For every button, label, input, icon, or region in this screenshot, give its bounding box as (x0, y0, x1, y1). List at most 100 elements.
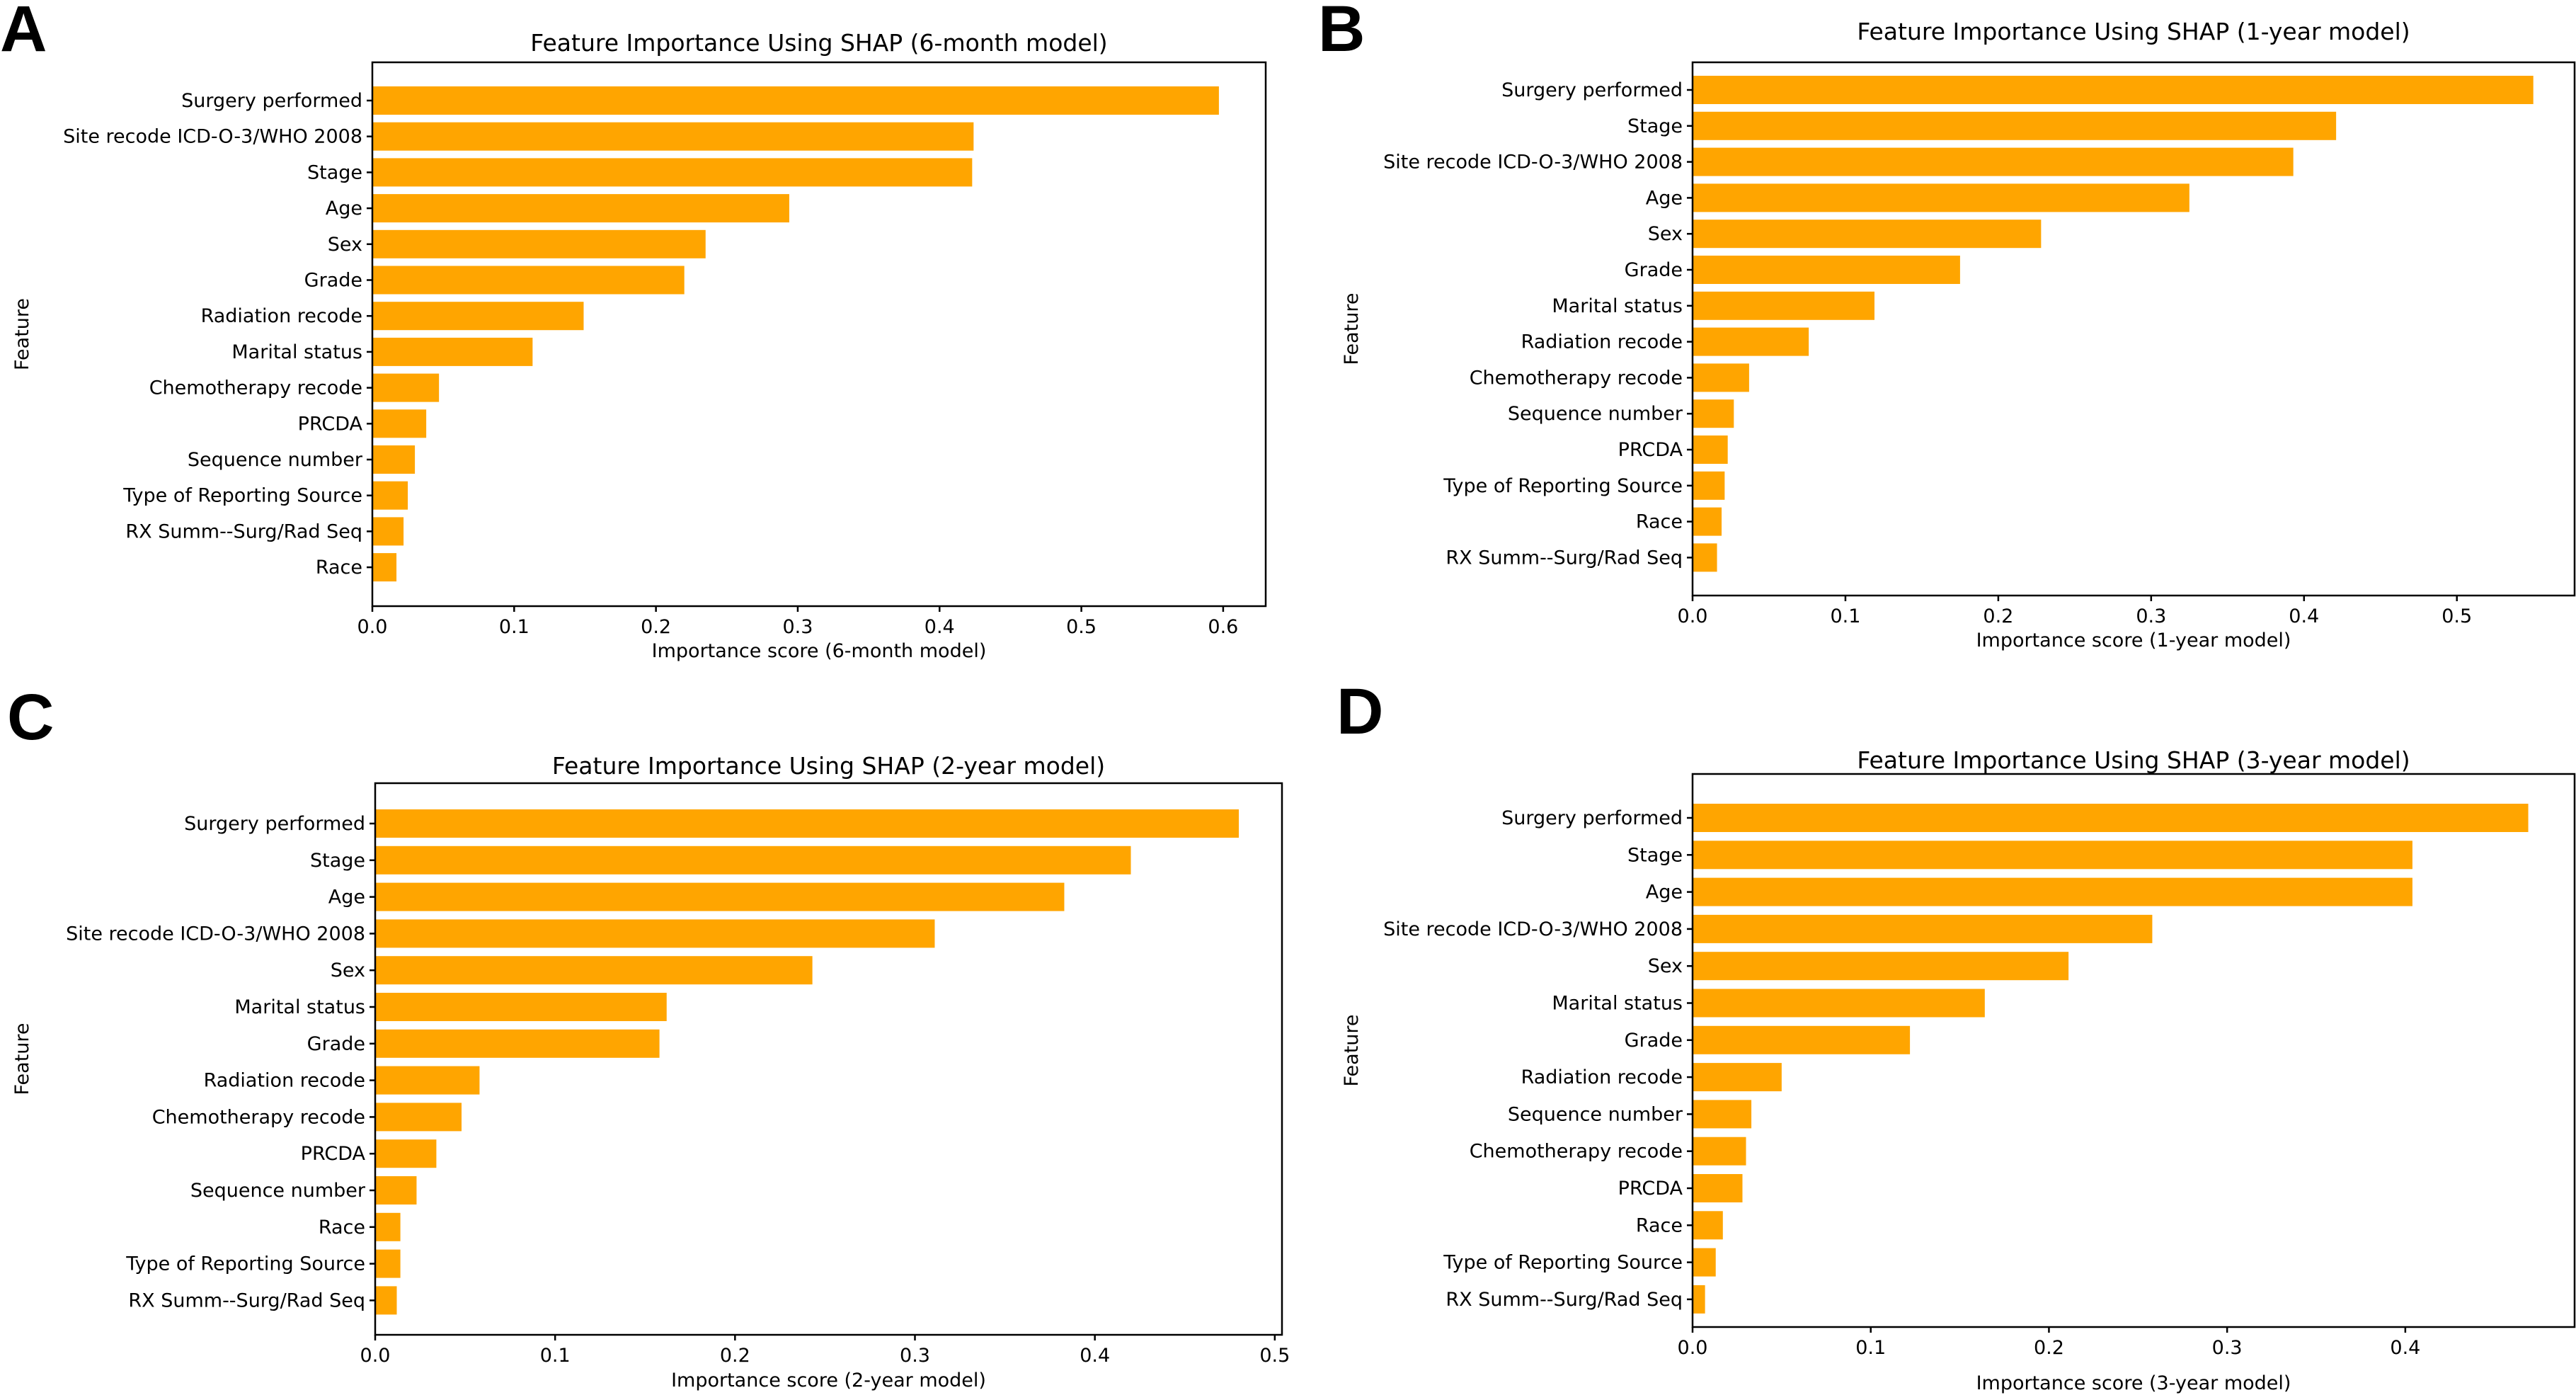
bar (1693, 507, 1722, 536)
bar (1693, 76, 2534, 104)
category-label: RX Summ--Surg/Rad Seq (128, 1289, 365, 1311)
x-tick-label: 0.4 (925, 616, 955, 638)
category-label: Grade (1625, 259, 1683, 281)
category-label: Site recode ICD-O-3/WHO 2008 (1383, 152, 1683, 173)
bar (372, 122, 974, 151)
plot-frame (374, 782, 1283, 1336)
category-label: Type of Reporting Source (1443, 475, 1683, 497)
category-label: Site recode ICD-O-3/WHO 2008 (66, 923, 365, 945)
y-axis-label: Feature (11, 298, 33, 370)
category-label: Stage (310, 850, 365, 872)
category-label: Sequence number (1508, 1103, 1683, 1125)
category-label: Surgery performed (181, 90, 362, 112)
x-tick-label: 0.4 (1080, 1345, 1110, 1367)
x-tick-label: 0.2 (720, 1345, 750, 1367)
x-tick-label: 0.2 (1983, 605, 2013, 627)
bar (1693, 1248, 1716, 1277)
x-tick-label: 0.5 (1259, 1345, 1290, 1367)
bar (375, 1139, 437, 1168)
category-label: Site recode ICD-O-3/WHO 2008 (63, 126, 362, 148)
bar (372, 194, 789, 223)
category-label: PRCDA (298, 413, 363, 435)
bar (375, 1286, 397, 1315)
panel-letter: B (1318, 0, 1365, 65)
bar (375, 1103, 462, 1132)
x-axis-label: Importance score (3-year model) (1976, 1372, 2291, 1394)
bar (1693, 471, 1725, 500)
category-label: Marital status (1552, 993, 1683, 1015)
category-label: Sex (328, 234, 362, 256)
category-label: Radiation recode (204, 1070, 365, 1092)
bar (1693, 804, 2529, 832)
category-label: Radiation recode (201, 305, 362, 327)
x-axis-label: Importance score (2-year model) (671, 1370, 986, 1391)
bar (1693, 914, 2153, 943)
bar (1693, 1100, 1752, 1129)
category-label: Age (328, 887, 365, 909)
chart-title: Feature Importance Using SHAP (2-year mo… (552, 752, 1105, 780)
category-label: Grade (1625, 1030, 1683, 1052)
bar (1693, 1174, 1743, 1202)
category-label: Chemotherapy recode (152, 1106, 365, 1128)
bar (1693, 435, 1728, 464)
category-label: Radiation recode (1521, 1066, 1683, 1088)
category-label: Surgery performed (1501, 807, 1683, 829)
category-label: Race (1636, 511, 1683, 533)
category-label: Marital status (234, 996, 365, 1018)
x-tick-label: 0.4 (2289, 605, 2319, 627)
x-tick-label: 0.1 (540, 1345, 571, 1367)
bar (372, 302, 584, 331)
plot-frame (371, 61, 1267, 608)
category-label: Stage (307, 161, 362, 183)
category-label: Marital status (1552, 295, 1683, 317)
bar (372, 86, 1219, 115)
x-tick-label: 0.2 (641, 616, 671, 638)
bar (1693, 363, 1749, 392)
x-tick-label: 0.3 (2212, 1337, 2243, 1359)
x-tick-label: 0.3 (782, 616, 813, 638)
category-label: Grade (304, 270, 362, 292)
bar (1693, 1025, 1911, 1054)
bar (372, 553, 397, 582)
panel-letter: A (0, 0, 47, 65)
x-tick-label: 0.0 (1678, 605, 1708, 627)
x-tick-label: 0.0 (360, 1345, 391, 1367)
bar (372, 409, 427, 438)
category-label: Sex (331, 960, 365, 981)
bar (1693, 1285, 1705, 1314)
bar (1693, 841, 2412, 870)
category-label: Race (1636, 1214, 1683, 1236)
bar (1693, 1211, 1723, 1240)
bar (375, 1176, 417, 1205)
y-axis-label: Feature (1341, 1014, 1363, 1086)
category-label: Type of Reporting Source (122, 485, 362, 507)
category-label: Type of Reporting Source (1443, 1252, 1683, 1274)
category-label: Age (1646, 187, 1683, 209)
bar (372, 445, 416, 474)
bar (1693, 1137, 1746, 1166)
bar (375, 1249, 401, 1278)
bar (1693, 543, 1717, 572)
category-label: Radiation recode (1521, 331, 1683, 353)
category-label: Sex (1648, 955, 1683, 977)
x-tick-label: 0.1 (499, 616, 529, 638)
category-label: Surgery performed (184, 813, 365, 835)
x-axis-label: Importance score (1-year model) (1976, 630, 2291, 651)
bar (1693, 111, 2337, 140)
bar (375, 956, 813, 985)
category-label: Chemotherapy recode (149, 377, 362, 399)
category-label: Type of Reporting Source (125, 1253, 365, 1275)
bar (372, 517, 404, 546)
bar (375, 919, 935, 948)
panel-letter: C (7, 681, 54, 753)
category-label: Sequence number (190, 1180, 366, 1202)
x-tick-label: 0.0 (357, 616, 388, 638)
bar (372, 158, 973, 187)
bar (1693, 952, 2069, 981)
category-label: RX Summ--Surg/Rad Seq (1446, 1289, 1683, 1311)
category-label: Site recode ICD-O-3/WHO 2008 (1383, 918, 1683, 940)
chart-panel-d: D Feature Importance Using SHAP (3-year m… (1336, 676, 2576, 1394)
bar (1693, 220, 2042, 249)
chart-panel-b: B Feature Importance Using SHAP (1-year m… (1318, 0, 2576, 651)
bar (372, 481, 408, 510)
